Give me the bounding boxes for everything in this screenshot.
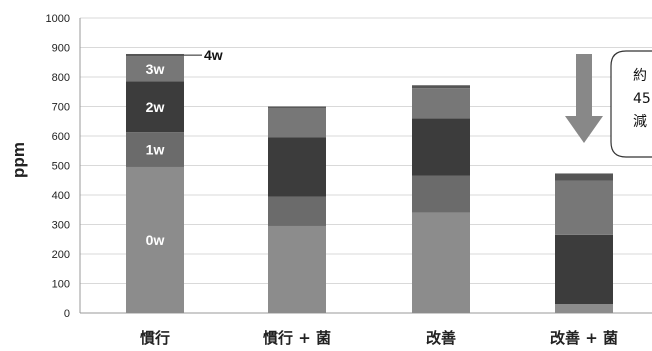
annotation-text: 約 [633,68,647,84]
reduction-arrow-head [565,116,603,143]
bar-segment-2w [126,81,184,133]
bar-segment-4w [412,85,470,89]
annotation-callout-box [610,50,652,158]
segment-label: 0w [146,232,165,248]
bar-segment-0w [126,166,184,313]
y-tick-label: 800 [52,72,70,84]
y-tick-label: 400 [52,190,70,202]
segment-label: 4w [204,47,223,63]
y-tick-label: 600 [52,131,70,143]
y-tick-label: 100 [52,279,70,291]
segment-label: 2w [146,99,165,115]
y-tick-label: 900 [52,43,70,55]
y-tick-label: 500 [52,161,70,173]
bar-segment-0w [555,304,613,313]
y-axis-label: ppm [9,142,28,178]
bar-segment-1w [268,196,326,226]
bar-segment-4w [555,173,613,181]
annotation-text: 減 [633,113,647,130]
bar-segment-3w [412,88,470,119]
bar-segment-3w [268,107,326,138]
annotation-text: 45 [633,91,651,107]
y-tick-label: 0 [64,308,70,320]
bar-segment-0w [412,212,470,313]
bar-segment-2w [412,118,470,176]
x-tick-label: 慣行 + 菌 [263,329,331,347]
segment-label: 3w [146,61,165,77]
y-tick-label: 300 [52,220,70,232]
x-tick-label: 慣行 [140,329,170,347]
bar-segment-1w [412,175,470,213]
bar-segment-1w [126,132,184,167]
reduction-arrow-shaft [576,54,592,116]
x-tick-label: 改善 + 菌 [550,329,618,347]
bar-segment-0w [268,225,326,313]
bar-segment-4w [268,106,326,108]
y-tick-label: 200 [52,249,70,261]
x-tick-label: 改善 [426,329,456,347]
bar-segment-2w [268,137,326,197]
bar-segment-3w [555,180,613,235]
y-tick-label: 1000 [46,13,70,25]
bar-segment-2w [555,234,613,305]
bar-segment-4w [126,53,184,57]
bar-segment-3w [126,56,184,82]
segment-label: 1w [146,142,165,158]
y-tick-label: 700 [52,102,70,114]
